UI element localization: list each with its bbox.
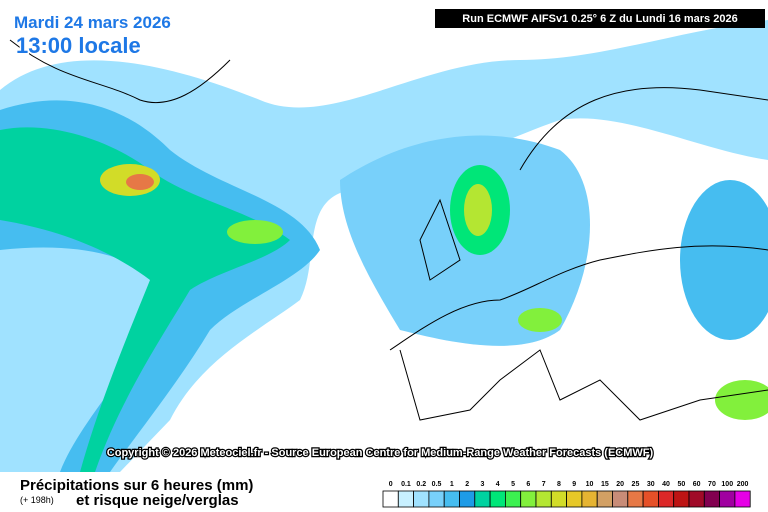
legend-label: 0.5	[432, 481, 442, 488]
footer-title: Précipitations sur 6 heures (mm)	[20, 477, 253, 494]
legend-label: 3	[480, 481, 484, 488]
legend-swatch	[658, 490, 675, 508]
precip-moderate	[680, 180, 768, 340]
legend-label: 50	[677, 481, 685, 488]
legend-swatch	[535, 490, 552, 508]
legend-label: 2	[465, 481, 469, 488]
legend: 0 0.1 0.2 0.5 1 2 3 4 5 6 7 8 9 10 15 20 25 30 40 50 60 70 100…	[382, 481, 751, 508]
legend-swatch	[474, 490, 491, 508]
legend-swatch	[382, 490, 399, 508]
precip-core	[126, 174, 154, 190]
coastline	[9, 39, 231, 104]
precip-core	[227, 220, 283, 244]
legend-swatch	[734, 490, 751, 508]
coastlines	[9, 39, 768, 421]
copyright: Copyright © 2026 Meteociel.fr - Source E…	[107, 447, 654, 459]
legend-swatch	[673, 490, 690, 508]
legend-label: 15	[601, 481, 609, 488]
precip-core	[715, 380, 768, 420]
run-box	[435, 9, 765, 28]
coastline	[399, 349, 768, 421]
run-info: Run ECMWF AIFSv1 0.25° 6 Z du Lundi 16 m…	[462, 13, 737, 25]
precip-heavy	[0, 127, 290, 472]
legend-label: 200	[737, 481, 749, 488]
legend-label: 60	[693, 481, 701, 488]
legend-swatch	[581, 490, 598, 508]
legend-label: 8	[557, 481, 561, 488]
legend-label: 4	[496, 481, 500, 488]
precip-light	[0, 20, 768, 472]
legend-swatch	[520, 490, 537, 508]
legend-swatch	[443, 490, 460, 508]
legend-swatch	[703, 490, 720, 508]
legend-swatch	[413, 490, 430, 508]
legend-swatch	[504, 490, 522, 508]
legend-swatch	[566, 490, 583, 508]
map	[0, 20, 768, 473]
footer-subtitle: et risque neige/verglas	[76, 492, 239, 509]
legend-label: 9	[572, 481, 576, 488]
legend-swatch	[489, 490, 506, 508]
legend-label: 30	[647, 481, 655, 488]
legend-label: 40	[662, 481, 670, 488]
coastline	[419, 198, 461, 281]
legend-label: 1	[450, 481, 454, 488]
legend-swatch	[688, 490, 705, 508]
coastline	[389, 245, 768, 351]
legend-swatch	[550, 490, 567, 508]
footer-lead: (+ 198h)	[20, 495, 54, 505]
precip-core	[464, 184, 492, 236]
legend-swatch	[612, 490, 629, 508]
precip-core	[518, 308, 562, 332]
legend-swatch	[719, 490, 736, 508]
legend-label: 6	[526, 481, 530, 488]
legend-swatch	[627, 490, 644, 508]
legend-label: 100	[721, 481, 733, 488]
legend-swatch	[397, 490, 414, 508]
legend-label: 25	[632, 481, 640, 488]
legend-label: 10	[586, 481, 594, 488]
legend-label: 7	[542, 481, 546, 488]
legend-swatch	[642, 490, 659, 508]
legend-swatch	[596, 490, 613, 508]
legend-swatch	[428, 490, 445, 508]
legend-label: 0.2	[416, 481, 426, 488]
coastline	[519, 87, 768, 171]
legend-label: 0.1	[401, 481, 411, 488]
legend-label: 0	[389, 481, 393, 488]
date: Mardi 24 mars 2026	[14, 13, 171, 32]
legend-swatch	[459, 490, 476, 508]
legend-label: 5	[511, 481, 515, 488]
legend-label: 20	[616, 481, 624, 488]
legend-label: 70	[708, 481, 716, 488]
time: 13:00 locale	[16, 33, 141, 58]
